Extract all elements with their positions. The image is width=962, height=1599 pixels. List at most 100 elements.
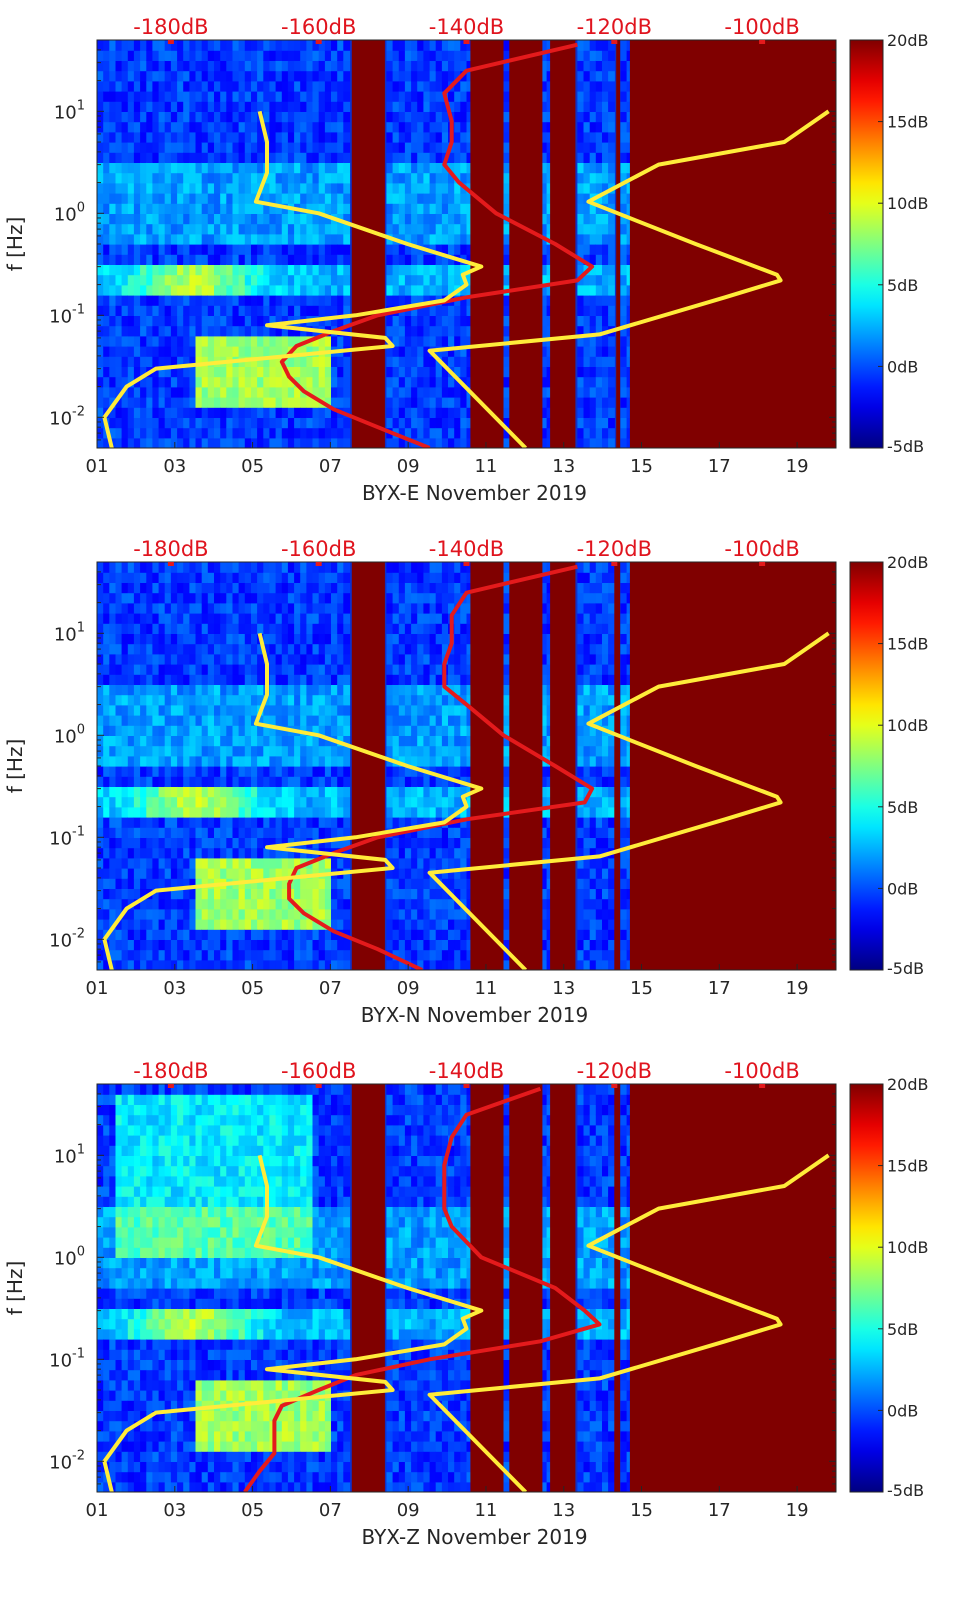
top-axis-label: -160dB xyxy=(281,1059,356,1083)
top-tick-mark xyxy=(759,562,766,566)
x-tick-label: 09 xyxy=(397,978,420,999)
spectrogram-heatmap xyxy=(97,1084,836,1492)
noise-model-line xyxy=(427,631,830,970)
colorbar-tick-label: 10dB xyxy=(887,194,929,213)
psd-line xyxy=(287,564,595,970)
top-tick-mark xyxy=(167,562,174,566)
x-tick-label: 01 xyxy=(86,456,109,477)
top-axis-label: -140dB xyxy=(429,15,504,39)
x-tick-label: 13 xyxy=(552,1500,575,1521)
y-tick-label: 101 xyxy=(54,98,85,123)
colorbar-tick-label: 0dB xyxy=(887,357,918,376)
top-tick-mark xyxy=(611,40,618,44)
top-tick-mark xyxy=(463,40,470,44)
top-tick-mark xyxy=(167,1084,174,1088)
x-axis-label: BYX-N November 2019 xyxy=(361,1003,588,1027)
x-tick-label: 03 xyxy=(163,1500,186,1521)
colorbar-tick-label: 15dB xyxy=(887,113,929,132)
noise-model-line xyxy=(102,1154,484,1492)
colorbar-tick-label: 10dB xyxy=(887,716,929,735)
colorbar: 20dB 15dB 10dB 5dB 0dB -5dB xyxy=(849,1075,929,1500)
colorbar-gradient xyxy=(849,1083,884,1493)
top-axis-label: -100dB xyxy=(724,1059,799,1083)
top-axis-label: -140dB xyxy=(429,537,504,561)
colorbar-tick-label: 15dB xyxy=(887,1157,929,1176)
x-tick-label: 01 xyxy=(86,1500,109,1521)
x-tick-label: 03 xyxy=(163,456,186,477)
top-axis-label: -160dB xyxy=(281,15,356,39)
y-axis-label: f [Hz] xyxy=(3,739,27,794)
colorbar-tick-label: 5dB xyxy=(887,276,918,295)
spectrogram-heatmap xyxy=(97,40,836,448)
data-gap-band xyxy=(351,1084,385,1492)
x-tick-label: 17 xyxy=(708,1500,731,1521)
colorbar-gradient xyxy=(849,561,884,971)
x-tick-label: 15 xyxy=(630,1500,653,1521)
data-gap-band xyxy=(629,40,836,448)
x-tick-label: 03 xyxy=(163,978,186,999)
x-tick-label: 05 xyxy=(241,978,264,999)
x-tick-label: 17 xyxy=(708,456,731,477)
data-gap-band xyxy=(470,40,504,448)
x-tick-label: 05 xyxy=(241,456,264,477)
x-tick-label: 11 xyxy=(474,978,497,999)
colorbar-tick-label: 20dB xyxy=(887,1075,929,1094)
top-tick-mark xyxy=(315,562,322,566)
x-tick-label: 19 xyxy=(786,1500,809,1521)
colorbar-tick-label: 15dB xyxy=(887,635,929,654)
data-gap-band xyxy=(509,562,543,970)
x-axis-label: BYX-E November 2019 xyxy=(362,481,587,505)
top-axis-label: -100dB xyxy=(724,537,799,561)
top-tick-mark xyxy=(315,40,322,44)
y-tick-label: 10-2 xyxy=(49,1448,85,1473)
data-gap-band xyxy=(509,1084,543,1492)
top-tick-mark xyxy=(759,1084,766,1088)
data-gap-band xyxy=(351,40,385,448)
x-tick-label: 19 xyxy=(786,978,809,999)
x-tick-label: 11 xyxy=(474,456,497,477)
y-axis-label: f [Hz] xyxy=(3,217,27,272)
y-tick-label: 10-1 xyxy=(49,302,85,327)
x-tick-label: 07 xyxy=(319,1500,342,1521)
data-gap-band xyxy=(351,562,385,970)
top-axis-label: -120dB xyxy=(577,1059,652,1083)
top-axis-label: -160dB xyxy=(281,537,356,561)
colorbar-tick-label: 5dB xyxy=(887,798,918,817)
spectrogram-heatmap xyxy=(97,562,836,970)
top-axis-label: -120dB xyxy=(577,537,652,561)
x-tick-label: 05 xyxy=(241,1500,264,1521)
colorbar-tick-label: 0dB xyxy=(887,1401,918,1420)
colorbar-tick-label: 0dB xyxy=(887,879,918,898)
colorbar-tick-label: 5dB xyxy=(887,1320,918,1339)
y-tick-label: 100 xyxy=(54,200,85,225)
x-tick-label: 07 xyxy=(319,456,342,477)
top-axis-label: -140dB xyxy=(429,1059,504,1083)
top-tick-mark xyxy=(463,562,470,566)
colorbar-tick-label: 10dB xyxy=(887,1238,929,1257)
colorbar-tick-label: 20dB xyxy=(887,553,929,572)
x-tick-label: 17 xyxy=(708,978,731,999)
psd-line xyxy=(279,42,595,448)
top-tick-mark xyxy=(315,1084,322,1088)
x-tick-label: 09 xyxy=(397,1500,420,1521)
y-tick-label: 10-1 xyxy=(49,824,85,849)
data-gap-band xyxy=(470,562,504,970)
spectrogram-panel-1: 01 03 05 07 09 11 13 15 17 19 10-2 10-1 100 101 -180dB… xyxy=(3,15,929,505)
colorbar: 20dB 15dB 10dB 5dB 0dB -5dB xyxy=(849,553,929,978)
x-axis-label: BYX-Z November 2019 xyxy=(361,1525,587,1549)
top-tick-mark xyxy=(463,1084,470,1088)
top-axis-label: -100dB xyxy=(724,15,799,39)
top-axis-label: -180dB xyxy=(133,15,208,39)
x-tick-label: 07 xyxy=(319,978,342,999)
noise-model-line xyxy=(427,1153,830,1492)
x-tick-label: 19 xyxy=(786,456,809,477)
colorbar-tick-label: -5dB xyxy=(887,1481,924,1500)
top-tick-mark xyxy=(759,40,766,44)
x-tick-label: 15 xyxy=(630,456,653,477)
colorbar-gradient xyxy=(849,39,884,449)
x-tick-label: 09 xyxy=(397,456,420,477)
y-tick-label: 100 xyxy=(54,722,85,747)
spectrogram-panel-3: 01 03 05 07 09 11 13 15 17 19 10-2 10-1 100 101 -180dB… xyxy=(3,1059,929,1549)
y-tick-label: 10-1 xyxy=(49,1346,85,1371)
